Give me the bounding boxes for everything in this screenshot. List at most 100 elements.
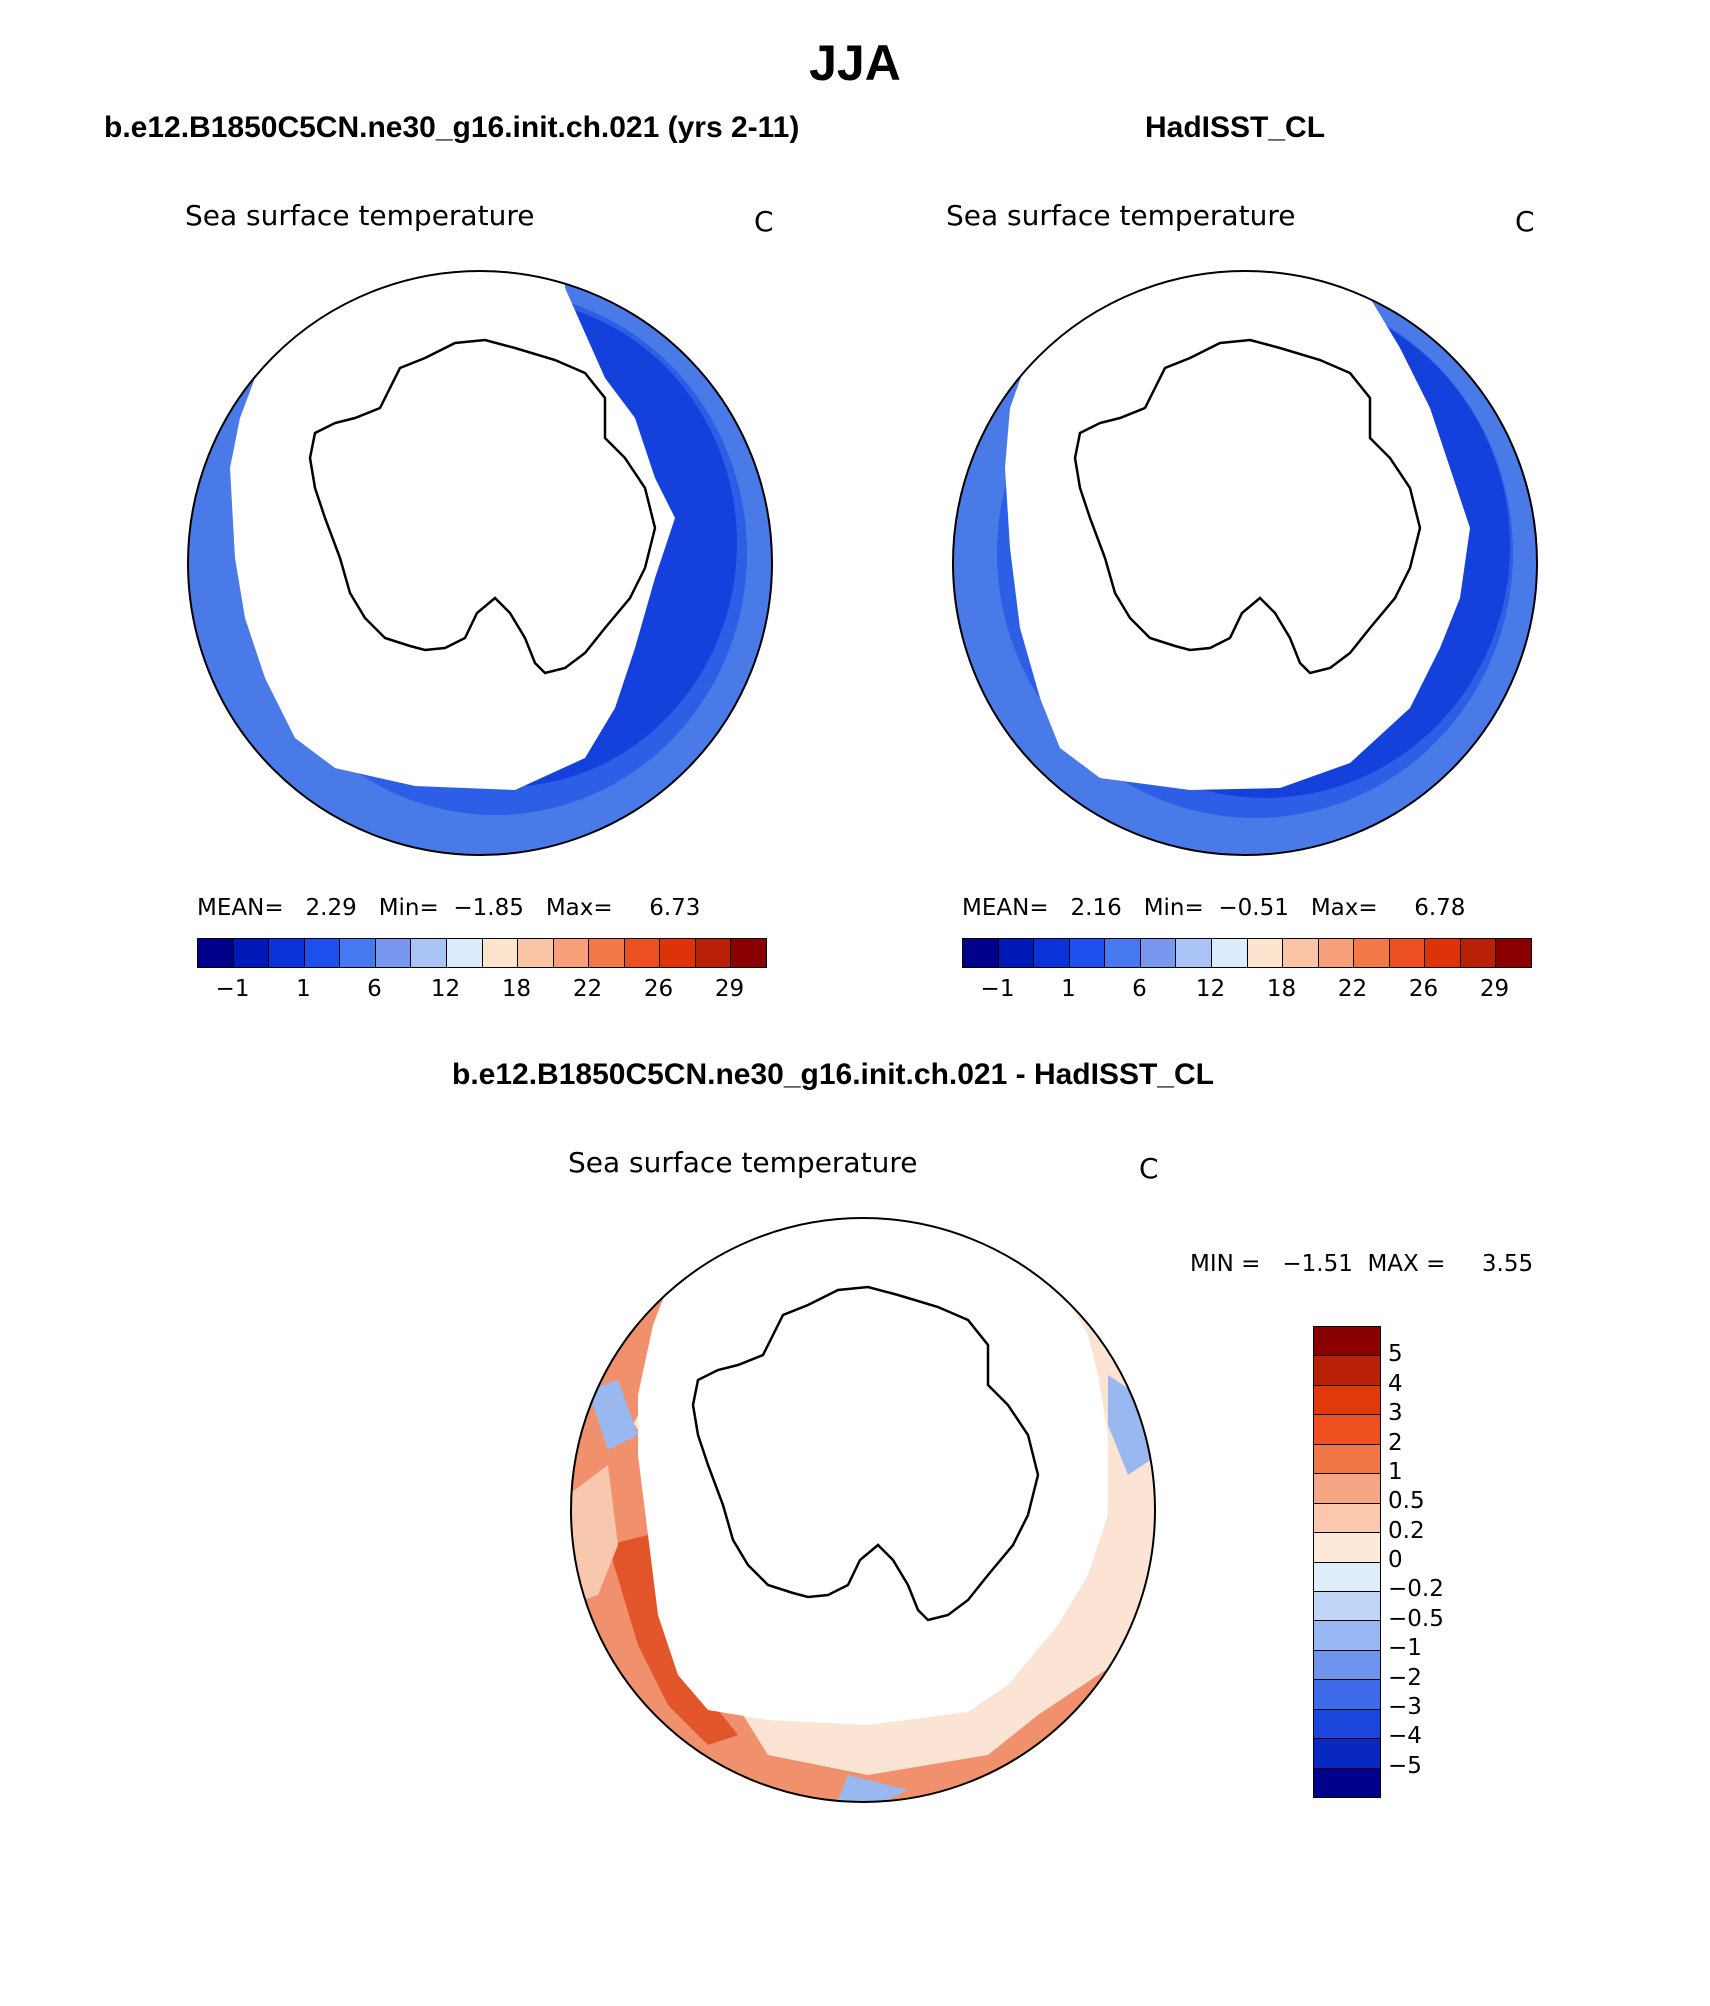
colorbar-swatch [1496,939,1531,967]
colorbar-swatch [446,939,483,967]
diff-colorbar [1313,1326,1381,1798]
colorbar-swatch [1314,1591,1380,1622]
colorbar-swatch [1069,939,1106,967]
colorbar-tick-label: −0.5 [1388,1605,1444,1632]
colorbar-swatch [269,939,305,967]
map-boundary [570,1217,1156,1803]
colorbar-swatch [1314,1503,1380,1534]
main-title: JJA [809,35,901,91]
colorbar-swatch [1314,1621,1380,1651]
colorbar-tick-label: 1 [1061,976,1076,1002]
max-value: 6.78 [1414,895,1466,921]
mean-value: 2.29 [305,895,357,921]
colorbar-tick-label: 1 [296,976,311,1002]
colorbar-tick-label: −5 [1388,1752,1422,1779]
colorbar-swatch [624,939,661,967]
colorbar-tick-label: 2 [1388,1429,1403,1456]
colorbar-swatch [1176,939,1212,967]
colorbar-swatch [1318,939,1355,967]
diff-cool-east [1108,1375,1155,1475]
colorbar-tick-label: 6 [367,976,382,1002]
colorbar-swatch [1460,939,1497,967]
colorbar-swatch [1314,1533,1380,1563]
colorbar-swatch [1314,1650,1380,1681]
colorbar-swatch [1314,1562,1380,1592]
colorbar-tick-label: 5 [1388,1341,1403,1368]
min-value: −0.51 [1218,895,1289,921]
diff-cool-region [588,1380,638,1450]
antarctica-coastline [1073,338,1422,675]
colorbar-tick-label: 26 [1408,976,1439,1002]
diff-sst-map [570,1217,1156,1803]
colorbar-tick-label: 0 [1388,1547,1403,1573]
model-variable-label: Sea surface temperature [185,199,535,232]
colorbar-swatch [1314,1327,1380,1357]
colorbar-tick-label: 4 [1388,1370,1403,1397]
diff-stats: MIN = −1.51 MAX = 3.55 [1190,1251,1534,1277]
colorbar-swatch [304,939,341,967]
min-value: −1.85 [453,895,524,921]
obs-panel-title: HadISST_CL [1145,111,1326,144]
colorbar-swatch [589,939,625,967]
model-panel-title: b.e12.B1850C5CN.ne30_g16.init.ch.021 (yr… [104,111,800,144]
diff-variable-label: Sea surface temperature [568,1146,918,1179]
colorbar-swatch [1247,939,1284,967]
sea-ice-region [638,1218,1108,1725]
model-stats: MEAN= 2.29 Min= −1.85 Max= 6.73 [197,895,700,921]
colorbar-swatch [375,939,412,967]
colorbar-tick-label: 12 [1195,976,1226,1002]
colorbar-tick-label: −2 [1388,1664,1422,1691]
colorbar-swatch [1425,939,1461,967]
diff-units-label: C [1139,1152,1159,1185]
colorbar-swatch [1314,1356,1380,1386]
colorbar-swatch [233,939,270,967]
colorbar-tick-label: −1 [215,976,250,1002]
colorbar-swatch [1314,1709,1380,1740]
colorbar-swatch [1140,939,1177,967]
colorbar-swatch [1314,1385,1380,1416]
min-label: Min= [1143,895,1204,921]
colorbar-swatch [518,939,554,967]
colorbar-swatch [963,939,999,967]
obs-units-label: C [1515,205,1535,238]
min-label: Min= [378,895,439,921]
colorbar-tick-label: 26 [643,976,674,1002]
colorbar-swatch [1314,1680,1380,1710]
mean-label: MEAN= [962,895,1049,921]
colorbar-tick-label: 18 [1266,976,1297,1002]
obs-sst-map [952,270,1538,856]
colorbar-swatch [660,939,696,967]
colorbar-swatch [1211,939,1248,967]
model-units-label: C [754,205,774,238]
model-colorbar [197,938,767,968]
diff-light-region [571,1465,618,1605]
colorbar-tick-label: 22 [572,976,603,1002]
obs-variable-label: Sea surface temperature [946,199,1296,232]
colorbar-tick-label: −0.2 [1388,1576,1444,1603]
colorbar-swatch [1389,939,1426,967]
colorbar-swatch [731,939,766,967]
colorbar-tick-label: 0.2 [1388,1517,1425,1544]
colorbar-swatch [695,939,732,967]
colorbar-swatch [1314,1768,1380,1797]
antarctica-coastline [691,1285,1040,1622]
antarctica-coastline [308,338,657,675]
colorbar-swatch [1354,939,1390,967]
colorbar-swatch [411,939,447,967]
colorbar-swatch [340,939,376,967]
max-label: Max= [545,895,613,921]
colorbar-swatch [1314,1474,1380,1504]
obs-stats: MEAN= 2.16 Min= −0.51 Max= 6.78 [962,895,1465,921]
model-sst-map [187,270,773,856]
map-boundary [952,270,1538,856]
colorbar-tick-label: 0.5 [1388,1488,1425,1515]
colorbar-swatch [1283,939,1319,967]
colorbar-swatch [1105,939,1141,967]
colorbar-swatch [1034,939,1070,967]
colorbar-tick-label: 1 [1388,1458,1403,1485]
max-label: Max= [1310,895,1378,921]
colorbar-tick-label: −1 [1388,1635,1422,1662]
colorbar-swatch [1314,1739,1380,1769]
diff-cool-south [838,1775,908,1802]
colorbar-swatch [1314,1444,1380,1475]
